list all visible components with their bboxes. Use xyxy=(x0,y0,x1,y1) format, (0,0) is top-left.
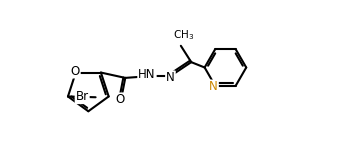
Text: CH$_3$: CH$_3$ xyxy=(172,28,194,42)
Text: N: N xyxy=(166,71,175,84)
Text: N: N xyxy=(209,81,218,93)
Text: O: O xyxy=(70,64,80,78)
Text: HN: HN xyxy=(138,68,156,81)
Text: Br: Br xyxy=(76,90,89,103)
Text: O: O xyxy=(115,93,125,106)
